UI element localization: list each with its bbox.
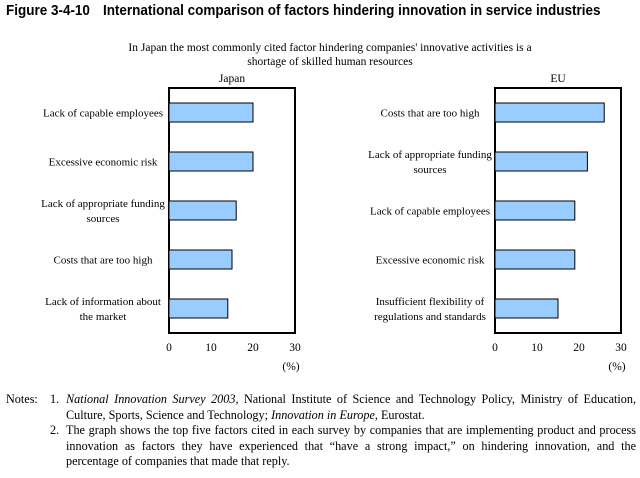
note-1-publisher: , Eurostat.	[375, 408, 425, 422]
eu-category-label-3: Lack of capable employees	[370, 206, 490, 218]
note-1-text: National Innovation Survey 2003, Nationa…	[66, 392, 636, 423]
eu-xtick-30: 30	[615, 342, 627, 354]
charts-canvas: Japan Lack of capable employees Excessive …	[0, 0, 640, 390]
japan-xtick-0: 0	[166, 342, 172, 354]
japan-category-label-5: Lack of information about the market	[45, 296, 161, 323]
japan-bar-2	[169, 152, 253, 171]
japan-bar-1	[169, 103, 253, 122]
eu-category-label-4: Excessive economic risk	[376, 255, 485, 267]
eu-category-label-5: Insufficient flexibility of regulations a…	[374, 296, 486, 323]
note-1-report-title: Innovation in Europe	[271, 408, 375, 422]
note-2-number: 2.	[50, 423, 66, 470]
note-1-number: 1.	[50, 392, 66, 423]
japan-category-label-2: Excessive economic risk	[49, 157, 158, 169]
eu-category-label-1: Costs that are too high	[381, 108, 480, 120]
japan-category-label-3: Lack of appropriate funding sources	[41, 198, 165, 225]
chart-japan: Japan Lack of capable employees Excessive …	[41, 73, 301, 373]
eu-xtick-0: 0	[492, 342, 498, 354]
eu-bar-1	[495, 103, 604, 122]
note-2: 2. The graph shows the top five factors …	[6, 423, 636, 470]
eu-unit-label: (%)	[608, 361, 625, 373]
eu-bar-3	[495, 201, 575, 220]
japan-xtick-10: 10	[205, 342, 217, 354]
eu-xtick-20: 20	[573, 342, 585, 354]
chart-eu: EU Costs that are too high Lack of appropr…	[368, 73, 627, 373]
eu-category-label-2: Lack of appropriate funding sources	[368, 149, 492, 176]
notes: Notes: 1. National Innovation Survey 200…	[6, 392, 636, 470]
japan-xtick-20: 20	[247, 342, 259, 354]
eu-bar-5	[495, 299, 558, 318]
japan-unit-label: (%)	[282, 361, 299, 373]
japan-category-label-4: Costs that are too high	[54, 255, 153, 267]
japan-bar-3	[169, 201, 236, 220]
eu-bar-2	[495, 152, 587, 171]
note-2-text: The graph shows the top five factors cit…	[66, 423, 636, 470]
eu-bar-4	[495, 250, 575, 269]
japan-bar-5	[169, 299, 228, 318]
note-1-survey-title: National Innovation Survey 2003	[66, 392, 235, 406]
japan-title: Japan	[219, 73, 245, 85]
japan-bar-4	[169, 250, 232, 269]
japan-category-label-1: Lack of capable employees	[43, 108, 163, 120]
eu-xtick-10: 10	[531, 342, 543, 354]
eu-title: EU	[550, 73, 566, 85]
notes-lead: Notes:	[6, 392, 50, 423]
note-1: Notes: 1. National Innovation Survey 200…	[6, 392, 636, 423]
japan-xtick-30: 30	[289, 342, 301, 354]
